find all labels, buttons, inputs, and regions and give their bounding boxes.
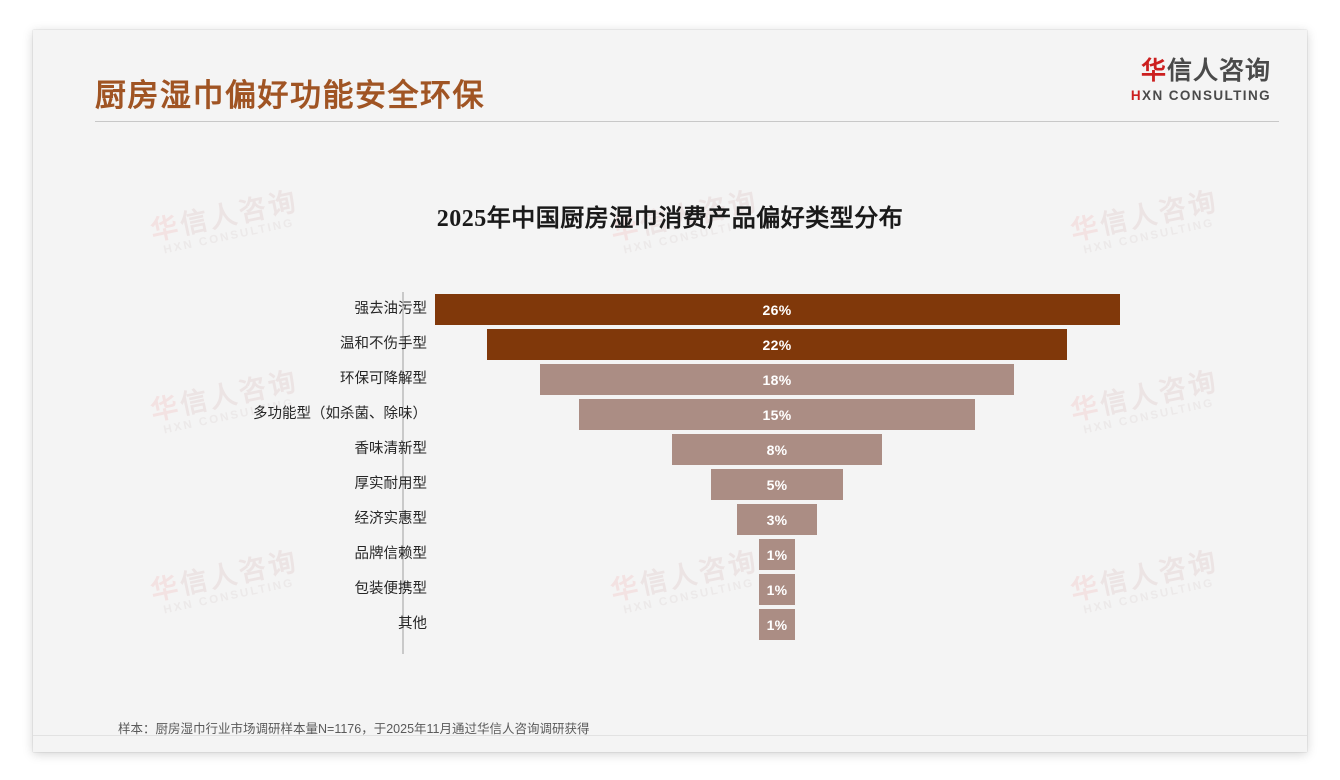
chart-row: 环保可降解型 18% [33,362,1307,397]
chart-category-label: 包装便携型 [354,581,428,597]
chart-bar-area: 1% [404,572,1307,607]
chart-bar-area: 15% [404,397,1307,432]
logo-en-accent: H [1130,87,1143,103]
chart-bar-value: 1% [766,616,788,633]
chart-category-label: 其他 [398,616,427,632]
chart-bar-value: 5% [766,476,788,493]
chart-category-label: 香味清新型 [354,441,428,457]
chart-title: 2025年中国厨房湿巾消费产品偏好类型分布 [436,206,904,232]
chart-bar[interactable]: 1% [759,539,795,570]
chart-bar-area: 18% [404,362,1307,397]
chart-category-label: 经济实惠型 [354,511,428,527]
slide-header: 厨房湿巾偏好功能安全环保 华信人咨询 HXN CONSULTING [33,30,1307,130]
chart-bar[interactable]: 8% [671,434,883,465]
chart-bar[interactable]: 3% [737,504,817,535]
chart-row: 温和不伤手型 22% [33,327,1307,362]
chart-bar[interactable]: 5% [711,469,843,500]
chart-bar-area: 8% [404,432,1307,467]
chart-bar-value: 8% [766,441,788,458]
chart-bar[interactable]: 18% [539,364,1015,395]
site-url[interactable]: www.hxrcon.com [1168,751,1262,752]
chart-row: 厚实耐用型 5% [33,467,1307,502]
chart-bar-value: 15% [762,406,792,423]
chart-row: 其他 1% [33,607,1307,642]
logo-en-rest: XN CONSULTING [1142,87,1271,103]
chart-bar-area: 5% [404,467,1307,502]
chart-bar-area: 3% [404,502,1307,537]
chart-row: 包装便携型 1% [33,572,1307,607]
chart-bar-value: 26% [762,301,792,318]
chart-row: 强去油污型 26% [33,292,1307,327]
chart-bar[interactable]: 15% [579,399,975,430]
chart-bar-value: 22% [762,336,792,353]
chart-bar-value: 3% [766,511,788,528]
copyright-text: ©2026.1 HXR华信人咨询 [103,751,243,752]
chart-bar[interactable]: 1% [759,574,795,605]
chart-category-label: 多功能型（如杀菌、除味） [253,406,427,422]
chart-category-label: 环保可降解型 [340,371,427,387]
sample-note: 样本：厨房湿巾行业市场调研样本量N=1176，于2025年11月通过华信人咨询调… [118,722,590,736]
chart-category-label: 厚实耐用型 [354,476,428,492]
chart-bar-value: 1% [766,546,788,563]
chart-bar[interactable]: 22% [487,329,1067,360]
chart-bar[interactable]: 26% [434,294,1120,325]
funnel-chart: 强去油污型 26% 温和不伤手型 22% 环保可降解型 18% 多功能型（如杀菌、除味） 15… [33,292,1307,662]
chart-row: 香味清新型 8% [33,432,1307,467]
chart-row: 品牌信赖型 1% [33,537,1307,572]
chart-bar[interactable]: 1% [759,609,795,640]
logo-cn-rest: 信人咨询 [1166,57,1271,85]
header-divider [95,121,1279,122]
logo-cn-accent: 华 [1140,57,1167,85]
chart-category-label: 品牌信赖型 [354,546,428,562]
chart-bar-area: 26% [404,292,1307,327]
chart-bar-value: 1% [766,581,788,598]
chart-bar-value: 18% [762,371,792,388]
chart-bar-area: 22% [404,327,1307,362]
slide-card: 华信人咨询 HXN CONSULTING 华信人咨询 HXN CONSULTIN… [33,30,1307,752]
chart-row: 多功能型（如杀菌、除味） 15% [33,397,1307,432]
page-title: 厨房湿巾偏好功能安全环保 [95,78,485,113]
slide-footer: ©2026.1 HXR华信人咨询 www.hxrcon.com [33,735,1307,752]
chart-row: 经济实惠型 3% [33,502,1307,537]
chart-axis-line [402,292,404,654]
chart-bar-area: 1% [404,607,1307,642]
chart-category-label: 强去油污型 [354,301,428,317]
brand-logo: 华信人咨询 HXN CONSULTING [1130,57,1271,103]
chart-bar-area: 1% [404,537,1307,572]
chart-category-label: 温和不伤手型 [340,336,427,352]
